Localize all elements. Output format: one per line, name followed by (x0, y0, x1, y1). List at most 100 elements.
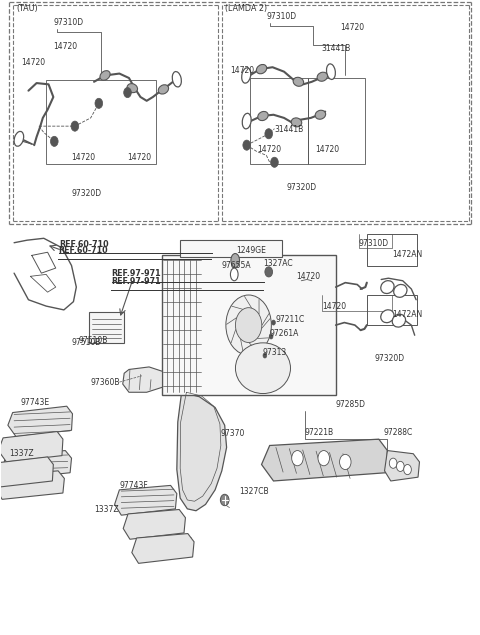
Text: 1472AN: 1472AN (392, 250, 422, 259)
Text: 97310D: 97310D (359, 239, 389, 248)
Text: 14720: 14720 (316, 145, 340, 154)
Ellipse shape (242, 68, 251, 83)
Circle shape (243, 140, 251, 150)
Circle shape (396, 462, 404, 471)
Polygon shape (123, 367, 162, 392)
Circle shape (50, 137, 58, 147)
Text: REF.97-971: REF.97-971 (112, 269, 161, 278)
Ellipse shape (127, 84, 138, 93)
Ellipse shape (226, 295, 271, 355)
Ellipse shape (381, 281, 394, 293)
Circle shape (389, 458, 397, 468)
Text: 97743E: 97743E (21, 399, 50, 408)
Text: 97320D: 97320D (375, 354, 405, 363)
Polygon shape (115, 485, 177, 515)
Text: 97510B: 97510B (72, 338, 101, 347)
Text: 97261A: 97261A (270, 329, 299, 338)
Circle shape (95, 98, 103, 109)
Bar (250, 78, 308, 164)
Text: 31441B: 31441B (275, 124, 304, 134)
Text: 97310D: 97310D (266, 12, 297, 21)
Text: 97320D: 97320D (287, 183, 317, 192)
Ellipse shape (100, 70, 110, 80)
Bar (308, 78, 365, 164)
Text: REF.60-710: REF.60-710 (59, 240, 108, 249)
Text: 97655A: 97655A (222, 261, 252, 270)
Ellipse shape (293, 77, 304, 86)
Text: (TAU): (TAU) (16, 4, 38, 13)
Text: 14720: 14720 (323, 302, 347, 311)
Text: 14720: 14720 (72, 153, 96, 163)
Text: 97313: 97313 (263, 348, 287, 357)
Bar (89, 312, 124, 343)
Text: 14720: 14720 (53, 43, 77, 51)
Polygon shape (0, 457, 53, 487)
Ellipse shape (326, 64, 336, 79)
Text: 14720: 14720 (340, 23, 365, 32)
Text: 1249GE: 1249GE (236, 246, 266, 255)
Polygon shape (132, 533, 194, 563)
Polygon shape (123, 509, 185, 539)
Polygon shape (262, 439, 387, 481)
Circle shape (265, 129, 273, 139)
Ellipse shape (242, 113, 251, 129)
Circle shape (265, 267, 273, 277)
Text: 14720: 14720 (297, 272, 321, 281)
Text: 14720: 14720 (230, 67, 254, 76)
Polygon shape (177, 392, 227, 511)
Ellipse shape (256, 65, 267, 74)
Text: 97285D: 97285D (336, 401, 366, 410)
Ellipse shape (14, 131, 24, 146)
Polygon shape (8, 406, 72, 437)
Text: 1327AC: 1327AC (263, 259, 293, 268)
Text: 97370: 97370 (221, 429, 245, 438)
Text: 1472AN: 1472AN (392, 310, 422, 319)
Bar (162, 255, 336, 395)
Text: 14720: 14720 (21, 58, 45, 67)
Circle shape (272, 320, 276, 325)
Text: 97320D: 97320D (72, 189, 102, 198)
Ellipse shape (172, 72, 181, 87)
Circle shape (263, 353, 267, 358)
Text: 97310D: 97310D (53, 18, 84, 27)
Circle shape (269, 334, 273, 339)
Ellipse shape (236, 308, 262, 342)
Text: 14720: 14720 (257, 145, 281, 154)
Text: 97288C: 97288C (384, 427, 413, 437)
Text: 1337Z: 1337Z (94, 505, 119, 514)
Text: REF.97-971: REF.97-971 (111, 277, 160, 286)
Bar (367, 234, 417, 265)
Text: 1337Z: 1337Z (9, 449, 34, 458)
Text: (LAMDA 2): (LAMDA 2) (225, 4, 267, 13)
Ellipse shape (236, 343, 290, 394)
Bar (46, 80, 156, 164)
Ellipse shape (394, 284, 407, 297)
Ellipse shape (258, 111, 268, 121)
Ellipse shape (291, 118, 302, 127)
Bar (367, 295, 417, 325)
Text: 14720: 14720 (128, 153, 152, 163)
Circle shape (404, 464, 411, 474)
Ellipse shape (230, 268, 238, 281)
Polygon shape (0, 471, 64, 499)
Polygon shape (384, 451, 420, 481)
Text: 97510B: 97510B (78, 337, 108, 345)
Circle shape (271, 157, 278, 168)
Ellipse shape (158, 84, 168, 94)
Circle shape (220, 494, 229, 505)
Ellipse shape (231, 253, 240, 267)
Polygon shape (3, 451, 72, 479)
Circle shape (318, 451, 329, 465)
Text: 31441B: 31441B (322, 44, 350, 53)
Bar (180, 240, 282, 257)
Text: REF.60-710: REF.60-710 (58, 246, 108, 255)
Circle shape (292, 451, 303, 465)
Text: 97743F: 97743F (120, 481, 148, 490)
Polygon shape (0, 432, 63, 462)
Text: 97360B: 97360B (91, 378, 120, 387)
Circle shape (124, 88, 132, 98)
Ellipse shape (381, 310, 394, 323)
Text: 97221B: 97221B (305, 427, 334, 437)
Ellipse shape (317, 72, 327, 81)
Ellipse shape (315, 110, 325, 119)
